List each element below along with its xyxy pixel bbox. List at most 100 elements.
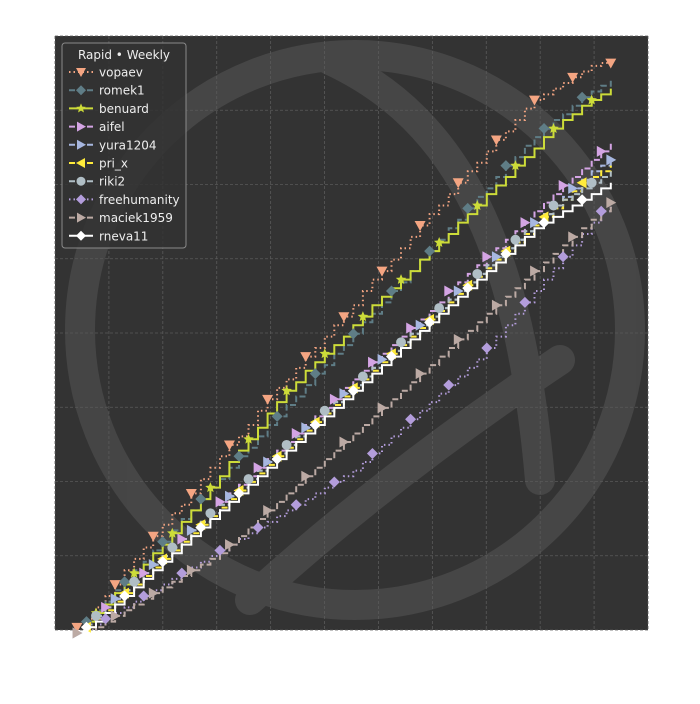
data-point-yura1204 xyxy=(186,524,197,536)
data-point-freehumanity xyxy=(595,205,607,217)
data-point-yura1204 xyxy=(339,388,350,400)
data-point-romek1 xyxy=(538,123,550,135)
data-point-rneva11 xyxy=(347,385,359,397)
data-point-rneva11 xyxy=(385,351,397,363)
data-point-freehumanity xyxy=(290,499,302,511)
series-markers xyxy=(71,58,617,639)
data-point-riki2 xyxy=(167,542,178,553)
data-point-romek1 xyxy=(347,328,359,340)
data-point-maciek1959 xyxy=(225,539,235,551)
legend-entry-maciek1959: maciek1959 xyxy=(69,211,173,225)
data-point-romek1 xyxy=(195,493,207,505)
data-point-freehumanity xyxy=(252,522,264,534)
data-point-benuard xyxy=(205,482,216,493)
data-point-riki2 xyxy=(357,371,368,382)
data-point-freehumanity xyxy=(138,590,150,602)
data-point-romek1 xyxy=(309,368,321,380)
data-point-yura1204 xyxy=(148,559,159,571)
data-point-yura1204 xyxy=(491,251,502,263)
data-point-vopaev xyxy=(490,135,502,146)
data-point-riki2 xyxy=(281,439,292,450)
data-point-riki2 xyxy=(548,200,559,211)
legend-label: maciek1959 xyxy=(99,211,173,225)
legend-swatch-marker xyxy=(76,176,86,186)
data-point-rneva11 xyxy=(157,556,169,568)
data-point-aifel xyxy=(482,251,493,263)
data-point-benuard xyxy=(433,237,445,247)
data-point-romek1 xyxy=(271,410,283,422)
data-point-yura1204 xyxy=(453,285,464,297)
data-point-maciek1959 xyxy=(377,402,388,414)
legend-entry-vopaev: vopaev xyxy=(69,66,143,80)
data-point-freehumanity xyxy=(557,251,569,263)
series-line-vopaev xyxy=(77,62,611,629)
data-point-freehumanity xyxy=(519,296,531,308)
data-point-maciek1959 xyxy=(148,587,159,599)
legend-swatch-marker xyxy=(76,230,86,241)
legend-entry-benuard: benuard xyxy=(69,102,149,116)
data-point-aifel xyxy=(177,533,188,545)
legend-swatch-marker xyxy=(76,103,86,113)
data-point-aifel xyxy=(596,145,607,157)
data-point-romek1 xyxy=(385,285,397,297)
data-point-rneva11 xyxy=(462,282,474,294)
data-point-rneva11 xyxy=(195,522,207,534)
data-point-rneva11 xyxy=(500,248,512,260)
data-point-benuard xyxy=(319,348,330,359)
data-point-maciek1959 xyxy=(453,333,464,345)
legend-entry-yura1204: yura1204 xyxy=(69,138,157,152)
data-point-riki2 xyxy=(91,610,101,621)
data-point-freehumanity xyxy=(481,342,493,354)
data-point-maciek1959 xyxy=(186,564,197,576)
data-point-yura1204 xyxy=(568,182,579,194)
data-point-aifel xyxy=(139,567,150,579)
data-point-benuard xyxy=(586,94,597,105)
data-point-vopaev xyxy=(376,266,388,277)
data-point-aifel xyxy=(520,217,531,229)
legend-swatch-marker xyxy=(76,68,86,77)
legend-label: romek1 xyxy=(99,84,145,98)
data-point-benuard xyxy=(243,433,254,444)
data-point-yura1204 xyxy=(225,490,235,502)
data-point-yura1204 xyxy=(415,319,426,331)
data-point-rneva11 xyxy=(119,590,131,602)
data-point-aifel xyxy=(215,496,226,508)
legend-entry-riki2: riki2 xyxy=(69,175,125,189)
data-point-yura1204 xyxy=(301,422,312,434)
legend-label: rneva11 xyxy=(99,229,148,243)
data-point-vopaev xyxy=(452,178,464,189)
data-point-benuard xyxy=(281,385,292,396)
data-point-rneva11 xyxy=(424,316,436,328)
data-point-vopaev xyxy=(567,72,579,83)
legend-entry-aifel: aifel xyxy=(69,120,125,134)
data-point-aifel xyxy=(368,356,378,368)
data-point-benuard xyxy=(510,160,521,171)
data-point-maciek1959 xyxy=(339,436,350,448)
data-point-aifel xyxy=(329,393,340,405)
data-point-romek1 xyxy=(424,245,436,257)
legend-swatch-marker xyxy=(76,194,86,205)
data-point-vopaev xyxy=(262,394,274,405)
data-point-rneva11 xyxy=(538,217,550,229)
legend-entry-romek1: romek1 xyxy=(69,84,145,98)
data-point-vopaev xyxy=(109,580,121,591)
legend-swatch-marker xyxy=(77,121,86,132)
data-point-pri-x xyxy=(576,177,587,189)
data-point-yura1204 xyxy=(110,593,121,605)
legend-title: Rapid • Weekly xyxy=(78,48,170,62)
data-point-maciek1959 xyxy=(491,299,502,311)
data-point-riki2 xyxy=(243,474,254,485)
data-point-riki2 xyxy=(319,405,330,416)
data-point-vopaev xyxy=(147,531,159,542)
data-point-riki2 xyxy=(510,234,521,245)
legend-swatch-marker xyxy=(76,158,85,168)
legend-label: vopaev xyxy=(99,66,143,80)
legend-frame xyxy=(61,42,187,249)
data-point-maciek1959 xyxy=(72,627,83,639)
data-point-maciek1959 xyxy=(530,265,540,277)
data-point-rneva11 xyxy=(576,194,588,206)
legend-label: benuard xyxy=(99,102,149,116)
data-point-vopaev xyxy=(528,95,540,106)
data-point-rneva11 xyxy=(80,621,92,633)
legend-label: freehumanity xyxy=(99,193,180,207)
